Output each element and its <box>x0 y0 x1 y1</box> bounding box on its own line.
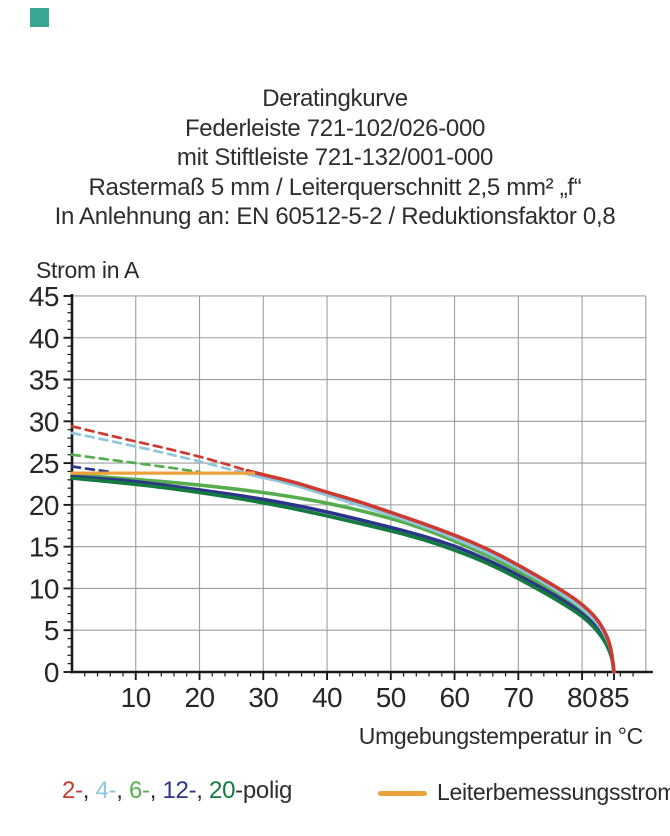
legend-segment: 4- <box>95 777 117 804</box>
curve-6polig-dashed <box>70 453 201 474</box>
title-line-3: mit Stiftleiste 721-132/001-000 <box>176 144 494 171</box>
legend-rated-current: Leiterbemessungsstrom <box>378 779 670 806</box>
x-tick-label: 85 <box>599 682 629 713</box>
x-axis-title: Umgebungstemperatur in °C <box>358 723 644 749</box>
legend-segment: , <box>82 777 96 804</box>
legend-segment: 2- <box>62 777 83 804</box>
rated-current-label: Leiterbemessungsstrom <box>437 779 670 805</box>
x-tick-label: 20 <box>184 682 214 713</box>
legend-segment: , <box>149 777 163 804</box>
y-tick-label: 15 <box>29 532 59 563</box>
y-tick-label: 45 <box>29 281 59 312</box>
y-tick-label: 40 <box>29 323 59 354</box>
y-axis-title: Strom in A <box>36 257 140 283</box>
curve-2polig-dashed <box>70 424 249 472</box>
x-tick-label: 60 <box>439 682 469 713</box>
y-tick-label: 25 <box>29 448 59 479</box>
brand-corner-square <box>30 8 49 27</box>
legend-segment: -polig <box>235 777 293 804</box>
legend-segment: , <box>116 777 129 804</box>
rated-current-swatch <box>378 791 427 796</box>
curve-4polig-dashed <box>70 431 240 473</box>
x-tick-label: 30 <box>248 682 278 713</box>
curve-20polig <box>70 476 616 674</box>
y-tick-label: 5 <box>44 615 59 646</box>
title-line-5: In Anlehnung an: EN 60512-5-2 / Reduktio… <box>54 203 616 230</box>
x-tick-label: 50 <box>376 682 406 713</box>
x-tick-label: 10 <box>121 682 151 713</box>
legend-segment: 12- <box>162 777 197 804</box>
y-tick-label: 20 <box>29 490 59 521</box>
y-tick-label: 10 <box>29 573 59 604</box>
title-line-1: Deratingkurve <box>262 85 408 112</box>
title-line-4: Rastermaß 5 mm / Leiterquerschnitt 2,5 m… <box>88 173 582 201</box>
x-tick-label: 40 <box>312 682 342 713</box>
x-tick-label: 70 <box>503 682 533 713</box>
curve-4polig <box>236 469 616 674</box>
y-tick-label: 30 <box>29 406 59 437</box>
legend-segment: , <box>196 777 210 804</box>
legend-pole-counts: 2-, 4-, 6-, 12-, 20-polig <box>62 777 292 805</box>
legend-segment: 6- <box>129 777 150 804</box>
x-tick-label: 80 <box>567 682 597 713</box>
y-tick-label: 0 <box>44 657 59 688</box>
title-line-2: Federleiste 721-102/026-000 <box>184 114 486 142</box>
curve-12polig-dashed <box>70 465 112 474</box>
legend-segment: 20 <box>209 777 236 804</box>
chart-title-block: Deratingkurve Federleiste 721-102/026-00… <box>0 84 670 232</box>
y-tick-label: 35 <box>29 365 59 396</box>
curve-2polig <box>245 468 616 674</box>
